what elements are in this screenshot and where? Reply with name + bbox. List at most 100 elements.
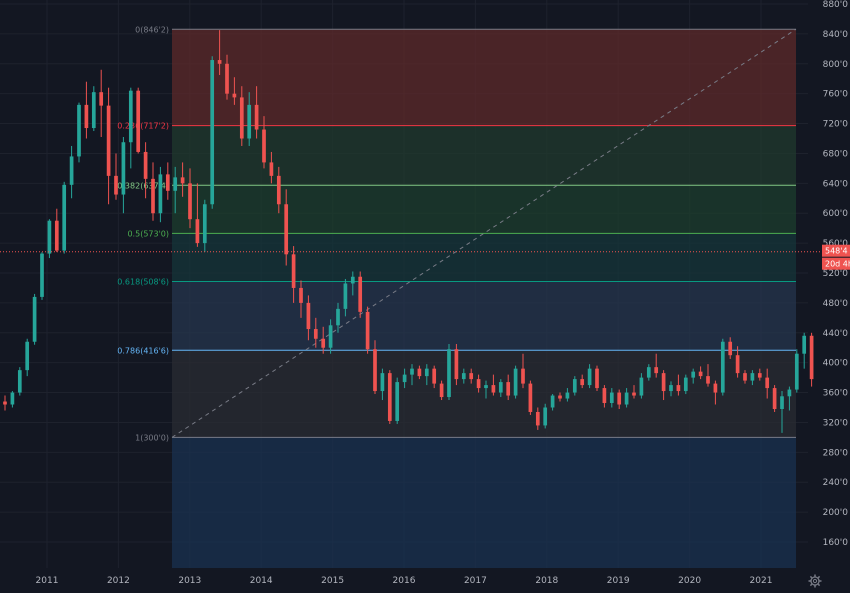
fib-level-label: 0.236(717'2) <box>117 122 169 131</box>
candle-body <box>321 338 326 348</box>
last-price-label: 548'4 <box>825 247 848 256</box>
candle-body <box>424 368 429 377</box>
candle-body <box>365 311 370 350</box>
candle-body <box>683 377 688 392</box>
candle-body <box>165 174 170 191</box>
candle-body <box>291 254 296 288</box>
candle-body <box>402 374 407 383</box>
candle-body <box>99 92 104 106</box>
candle-body <box>735 355 740 374</box>
price-tick-label: 320'0 <box>823 418 849 428</box>
time-tick-label: 2021 <box>750 576 773 586</box>
gear-icon[interactable] <box>807 573 823 589</box>
candle-body <box>232 93 237 98</box>
time-axis[interactable]: 2011 2012 2013 2014 2015 2016 2017 2018 2019 2020… <box>36 576 773 586</box>
candle-body <box>772 388 777 409</box>
price-tick-label: 880'0 <box>823 0 849 10</box>
candle-body <box>794 353 799 390</box>
fib-level-label: 0.618(508'6) <box>117 278 169 287</box>
time-tick-label: 2018 <box>535 576 558 586</box>
candle-body <box>143 151 148 179</box>
time-tick-label: 2016 <box>393 576 416 586</box>
price-axis[interactable]: 880'0 840'0 800'0 760'0 720'0 680'0 640'0 600'0… <box>823 0 849 548</box>
candle-body <box>210 60 215 205</box>
last-price-badge <box>822 244 850 257</box>
candle-body <box>809 335 814 380</box>
candle-body <box>720 341 725 393</box>
candle-body <box>632 392 636 396</box>
candle-body <box>40 253 44 297</box>
candle-body <box>802 335 807 354</box>
candle-body <box>432 368 437 384</box>
countdown-label: 20d 4h <box>825 260 850 269</box>
candles <box>3 30 814 433</box>
time-tick-label: 2013 <box>178 576 201 586</box>
candle-body <box>10 392 15 405</box>
candle-body <box>188 183 192 220</box>
candle-body <box>780 396 784 409</box>
candle-body <box>624 392 629 405</box>
candle-body <box>358 276 363 312</box>
candle-body <box>654 367 659 374</box>
price-tick-label: 520'0 <box>823 269 849 279</box>
candle-body <box>476 379 481 389</box>
candle-body <box>336 308 340 326</box>
candle-body <box>239 97 244 139</box>
fibonacci-retracement[interactable]: 0(846'2) 0.236(717'2) 0.382(637'4) 0.5(573'… <box>117 25 797 568</box>
candle-body <box>313 329 318 339</box>
candle-body <box>469 373 474 380</box>
candle-body <box>535 411 540 426</box>
candle-body <box>454 349 459 380</box>
price-tick-label: 840'0 <box>823 30 849 40</box>
candle-body <box>713 383 718 393</box>
candle-body <box>380 373 385 392</box>
candle-body <box>136 90 141 152</box>
time-tick-label: 2012 <box>107 576 130 586</box>
candle-body <box>343 283 348 309</box>
fib-zone <box>172 350 796 438</box>
price-tick-label: 760'0 <box>823 90 849 100</box>
candle-body <box>47 220 52 254</box>
candle-body <box>32 296 37 342</box>
candle-body <box>484 385 488 389</box>
candle-body <box>661 373 666 392</box>
candle-body <box>217 60 222 64</box>
candle-body <box>447 349 451 398</box>
candle-body <box>395 382 400 421</box>
candle-body <box>528 383 533 412</box>
price-tick-label: 560'0 <box>823 239 849 249</box>
candle-body <box>114 175 118 195</box>
candle-body <box>787 389 792 397</box>
candle-body <box>602 388 607 404</box>
last-price-tags: 548'4 20d 4h <box>822 244 850 270</box>
fib-zone <box>172 185 796 234</box>
price-tick-label: 640'0 <box>823 179 849 189</box>
candle-body <box>106 105 111 176</box>
fib-zone <box>172 29 796 126</box>
candle-body <box>62 184 67 251</box>
candle-body <box>706 376 710 384</box>
candle-body <box>276 175 281 205</box>
candle-body <box>373 349 377 392</box>
price-tick-label: 280'0 <box>823 448 849 458</box>
candle-body <box>410 368 414 375</box>
candle-body <box>25 341 30 371</box>
candle-body <box>173 177 178 191</box>
candle-body <box>491 385 496 393</box>
candle-body <box>750 373 755 381</box>
fib-level-label: 1(300'0) <box>135 433 169 442</box>
time-tick-label: 2014 <box>250 576 273 586</box>
candle-body <box>646 367 651 378</box>
candle-body <box>151 178 155 214</box>
candle-body <box>565 392 570 399</box>
time-tick-label: 2011 <box>36 576 59 586</box>
candle-body <box>617 392 622 405</box>
candle-body <box>91 92 96 129</box>
candle-body <box>506 382 511 396</box>
candle-body <box>595 368 599 389</box>
countdown-badge <box>822 257 850 270</box>
candle-body <box>128 90 133 143</box>
candle-body <box>254 104 259 130</box>
candle-body <box>350 276 355 284</box>
